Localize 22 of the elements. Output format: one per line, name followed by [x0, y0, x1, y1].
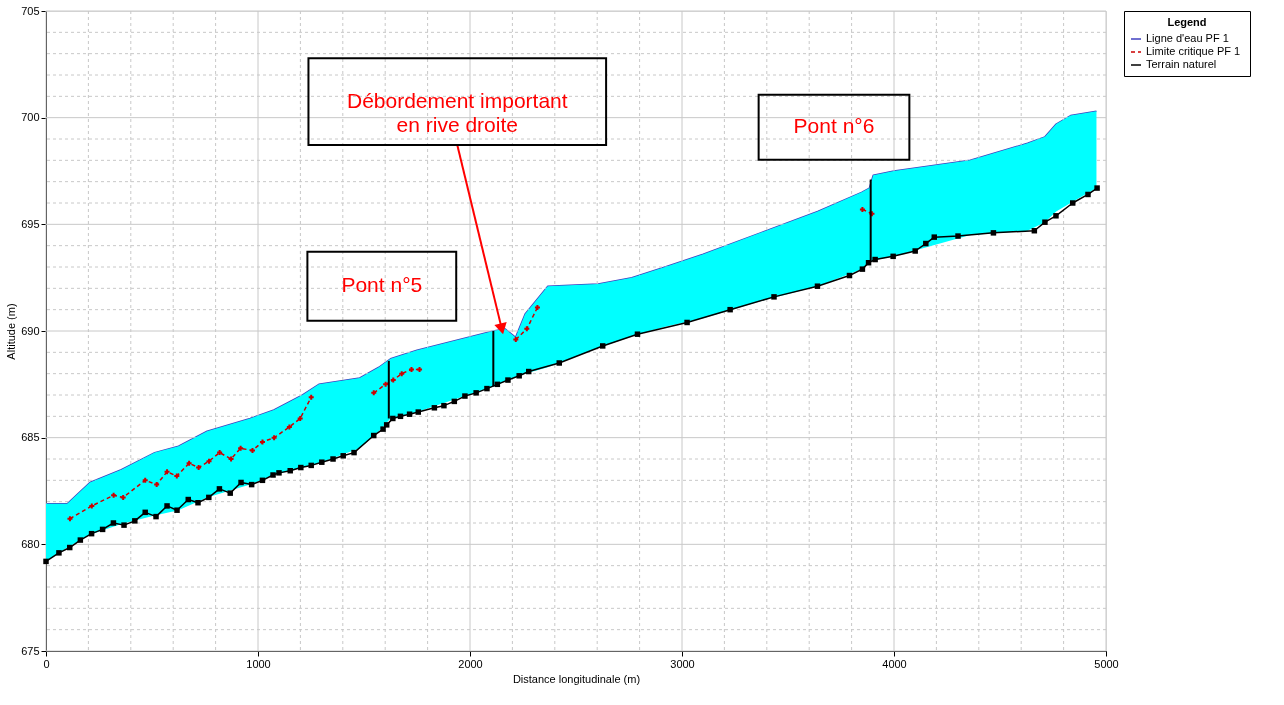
legend-label: Ligne d'eau PF 1 — [1146, 32, 1229, 44]
y-tick-label: 705 — [21, 4, 40, 17]
y-tick-label: 690 — [21, 324, 40, 337]
x-tick-label: 4000 — [882, 657, 907, 670]
x-tick-label: 1000 — [246, 657, 271, 670]
annotation: Pont n°5 — [341, 273, 423, 297]
y-tick-label: 700 — [21, 111, 40, 124]
x-tick-label: 3000 — [670, 657, 695, 670]
x-tick-label: 2000 — [458, 657, 483, 670]
annotation: Pont n°6 — [793, 114, 875, 138]
y-axis-title: Altitude (m) — [5, 303, 18, 360]
x-tick-label: 5000 — [1094, 657, 1119, 670]
y-tick-label: 680 — [21, 537, 40, 550]
y-tick-label: 675 — [21, 644, 40, 657]
y-tick-label: 685 — [21, 431, 40, 444]
legend-label: Terrain naturel — [1146, 58, 1217, 70]
x-tick-label: 0 — [43, 657, 50, 670]
x-axis-title: Distance longitudinale (m) — [512, 672, 641, 685]
annotation: Débordement important en rive droite — [346, 88, 568, 136]
y-tick-label: 695 — [21, 217, 40, 230]
legend-label: Limite critique PF 1 — [1146, 45, 1241, 57]
legend-title: Legend — [1167, 16, 1207, 28]
